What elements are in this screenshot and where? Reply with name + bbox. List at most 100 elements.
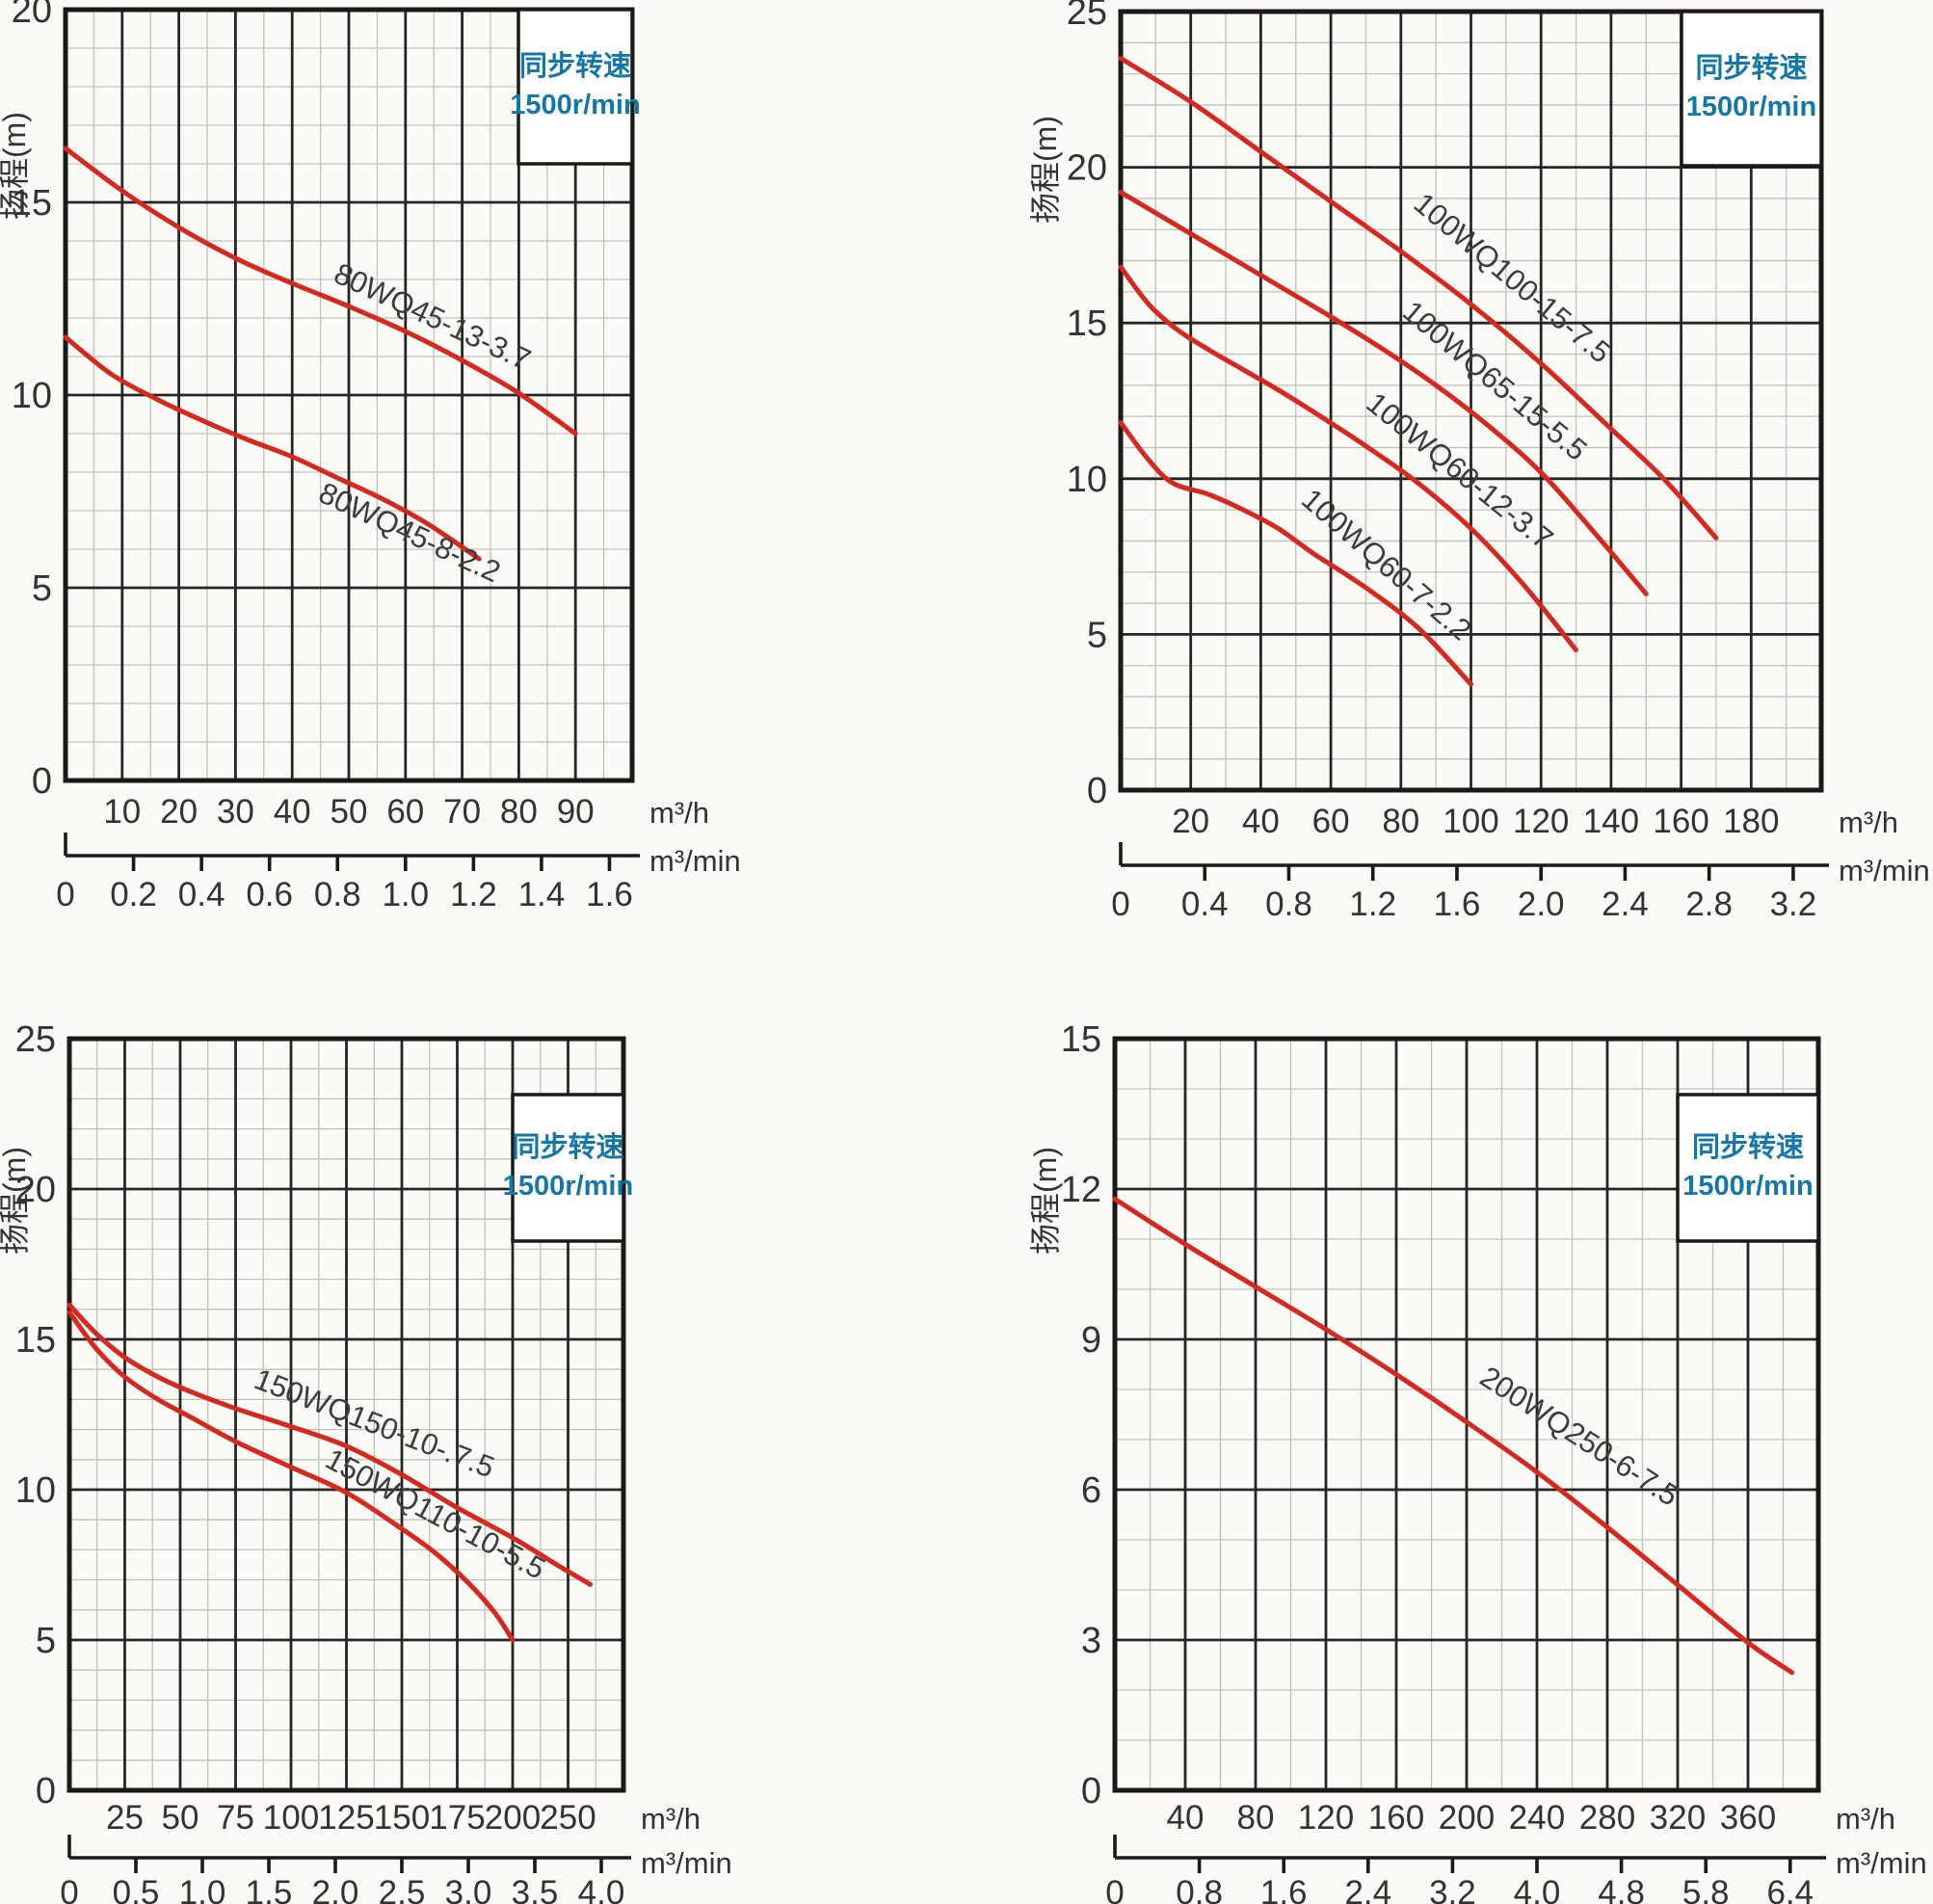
y-tick-15: 15 [1061, 1019, 1101, 1060]
axis-m3min [67, 1835, 631, 1873]
y-tick-25: 25 [1067, 0, 1107, 33]
x-tick-min-1.5: 1.5 [246, 1874, 293, 1904]
x-unit-m3h: m³/h [1836, 1802, 1895, 1836]
y-axis-title: 扬程(m) [0, 112, 32, 220]
axis-m3min [64, 833, 640, 871]
x-unit-m3min: m³/min [1836, 1846, 1927, 1880]
x-tick-min-3.5: 3.5 [512, 1874, 559, 1904]
legend-line-0: 同步转速 [512, 1131, 623, 1163]
x-tick-min-0.4: 0.4 [178, 876, 225, 913]
x-tick-min-1.6: 1.6 [1434, 886, 1481, 923]
grid-major [1115, 1039, 1818, 1790]
y-tick-labels: 0 5 10 15 20 [12, 0, 52, 802]
x-tick-min-2.8: 2.8 [1685, 886, 1733, 923]
x-tick-h-90: 90 [557, 793, 595, 831]
legend-line-0: 同步转速 [519, 50, 631, 82]
y-tick-25: 25 [15, 1019, 56, 1060]
x-tick-min-3.2: 3.2 [1429, 1874, 1476, 1904]
pump-curve-80WQ45-8-2.2 [63, 334, 482, 562]
y-axis-title: 扬程(m) [1028, 1147, 1063, 1255]
pump-curve-80WQ45-13-3.7 [63, 145, 578, 436]
x-ticks-m3h: 25 50 75 100 125 150 175 200 250 [106, 1799, 596, 1837]
y-tick-0: 0 [1087, 771, 1107, 811]
x-tick-min-0.4: 0.4 [1181, 886, 1229, 923]
curve-label-80WQ45-8-2.2: 80WQ45-8-2.2 [314, 476, 506, 590]
x-tick-min-0: 0 [1105, 1874, 1124, 1904]
x-tick-min-1.6: 1.6 [586, 876, 633, 913]
x-tick-min-0.5: 0.5 [113, 1874, 160, 1904]
legend-box: 同步转速 1500r/min [510, 8, 641, 166]
y-tick-3: 3 [1081, 1621, 1101, 1661]
x-tick-h-125: 125 [318, 1799, 374, 1837]
y-tick-0: 0 [1081, 1771, 1101, 1811]
axis-m3min [1119, 842, 1829, 881]
y-tick-15: 15 [1067, 304, 1107, 344]
x-tick-h-40: 40 [274, 793, 311, 831]
x-unit-m3min: m³/min [641, 1846, 732, 1880]
y-tick-5: 5 [1087, 615, 1107, 655]
legend-line-1: 1500r/min [503, 1171, 633, 1202]
x-tick-h-80: 80 [1237, 1799, 1275, 1837]
x-tick-h-30: 30 [217, 793, 254, 831]
chart-200wq-pump-curve: 同步转速 1500r/min 200WQ250-6-7.5 0 3 6 9 12 15 扬程(m)… [1027, 1012, 1933, 1904]
pump-curve-100WQ65-15-5.5 [1118, 189, 1649, 596]
x-tick-min-0.8: 0.8 [1265, 886, 1312, 923]
x-tick-h-160: 160 [1368, 1799, 1424, 1837]
x-unit-m3min: m³/min [1839, 854, 1930, 887]
x-tick-h-20: 20 [1172, 803, 1209, 840]
x-tick-h-40: 40 [1167, 1799, 1205, 1837]
x-tick-h-20: 20 [160, 793, 198, 831]
x-unit-m3h: m³/h [641, 1802, 701, 1836]
x-tick-h-80: 80 [1382, 803, 1419, 840]
x-tick-min-4.0: 4.0 [1514, 1874, 1561, 1904]
x-tick-h-100: 100 [263, 1799, 319, 1837]
y-tick-20: 20 [1067, 148, 1107, 189]
x-tick-h-200: 200 [1439, 1799, 1495, 1837]
x-tick-h-75: 75 [217, 1799, 254, 1837]
y-tick-labels: 0 5 10 15 20 25 [1067, 0, 1107, 811]
x-tick-min-0: 0 [56, 876, 74, 913]
x-tick-min-3.0: 3.0 [445, 1874, 492, 1904]
legend-box: 同步转速 1500r/min [1676, 1093, 1820, 1243]
x-tick-min-2.4: 2.4 [1344, 1874, 1391, 1904]
x-tick-h-100: 100 [1443, 803, 1498, 840]
x-tick-min-0.8: 0.8 [314, 876, 361, 913]
x-tick-h-240: 240 [1509, 1799, 1565, 1837]
x-tick-min-1.4: 1.4 [518, 876, 566, 913]
y-tick-labels: 0 5 10 15 20 25 [15, 1019, 56, 1811]
chart-80wq45-pump-curves: 同步转速 1500r/min 80WQ45-13-3.7 80WQ45-8-2.2 0 5… [0, 0, 742, 973]
x-tick-h-160: 160 [1653, 803, 1708, 840]
x-tick-min-3.2: 3.2 [1770, 886, 1817, 923]
pump-curve-100WQ60-12-3.7 [1118, 264, 1578, 653]
y-tick-labels: 0 3 6 9 12 15 [1061, 1019, 1101, 1811]
chart-100wq-pump-curves: 同步转速 1500r/min 100WQ100-15-7.5 100WQ65-15-5… [1027, 0, 1933, 973]
chart-150wq-pump-curves: 同步转速 1500r/min 150WQ150-10-.7.5 150WQ110-10… [0, 1012, 742, 1904]
axis-m3min [1113, 1835, 1826, 1873]
x-tick-h-50: 50 [162, 1799, 199, 1837]
y-tick-0: 0 [32, 761, 52, 802]
x-tick-h-120: 120 [1298, 1799, 1354, 1837]
pump-curve-100WQ100-15-7.5 [1118, 55, 1719, 541]
y-tick-0: 0 [36, 1771, 56, 1811]
pump-curve-150WQ150-10-.7.5 [66, 1302, 593, 1587]
x-tick-h-140: 140 [1583, 803, 1639, 840]
pump-curve-100WQ60-7-2.2 [1118, 420, 1473, 687]
y-tick-20: 20 [15, 1170, 56, 1210]
y-tick-20: 20 [12, 0, 52, 31]
x-tick-min-1.2: 1.2 [450, 876, 497, 913]
x-tick-h-250: 250 [540, 1799, 596, 1837]
x-tick-min-4.0: 4.0 [578, 1874, 625, 1904]
y-axis-title: 扬程(m) [1028, 116, 1063, 224]
y-tick-12: 12 [1061, 1170, 1101, 1210]
x-tick-h-280: 280 [1579, 1799, 1635, 1837]
plot-border [1118, 9, 1824, 793]
x-tick-h-60: 60 [1312, 803, 1350, 840]
x-tick-min-4.8: 4.8 [1598, 1874, 1645, 1904]
x-tick-h-10: 10 [103, 793, 141, 831]
y-tick-10: 10 [15, 1470, 56, 1511]
x-tick-h-25: 25 [106, 1799, 144, 1837]
curve-label-80WQ45-13-3.7: 80WQ45-13-3.7 [329, 256, 536, 377]
legend-box: 同步转速 1500r/min [1680, 10, 1823, 168]
x-tick-min-2.0: 2.0 [312, 1874, 359, 1904]
x-tick-h-80: 80 [500, 793, 538, 831]
